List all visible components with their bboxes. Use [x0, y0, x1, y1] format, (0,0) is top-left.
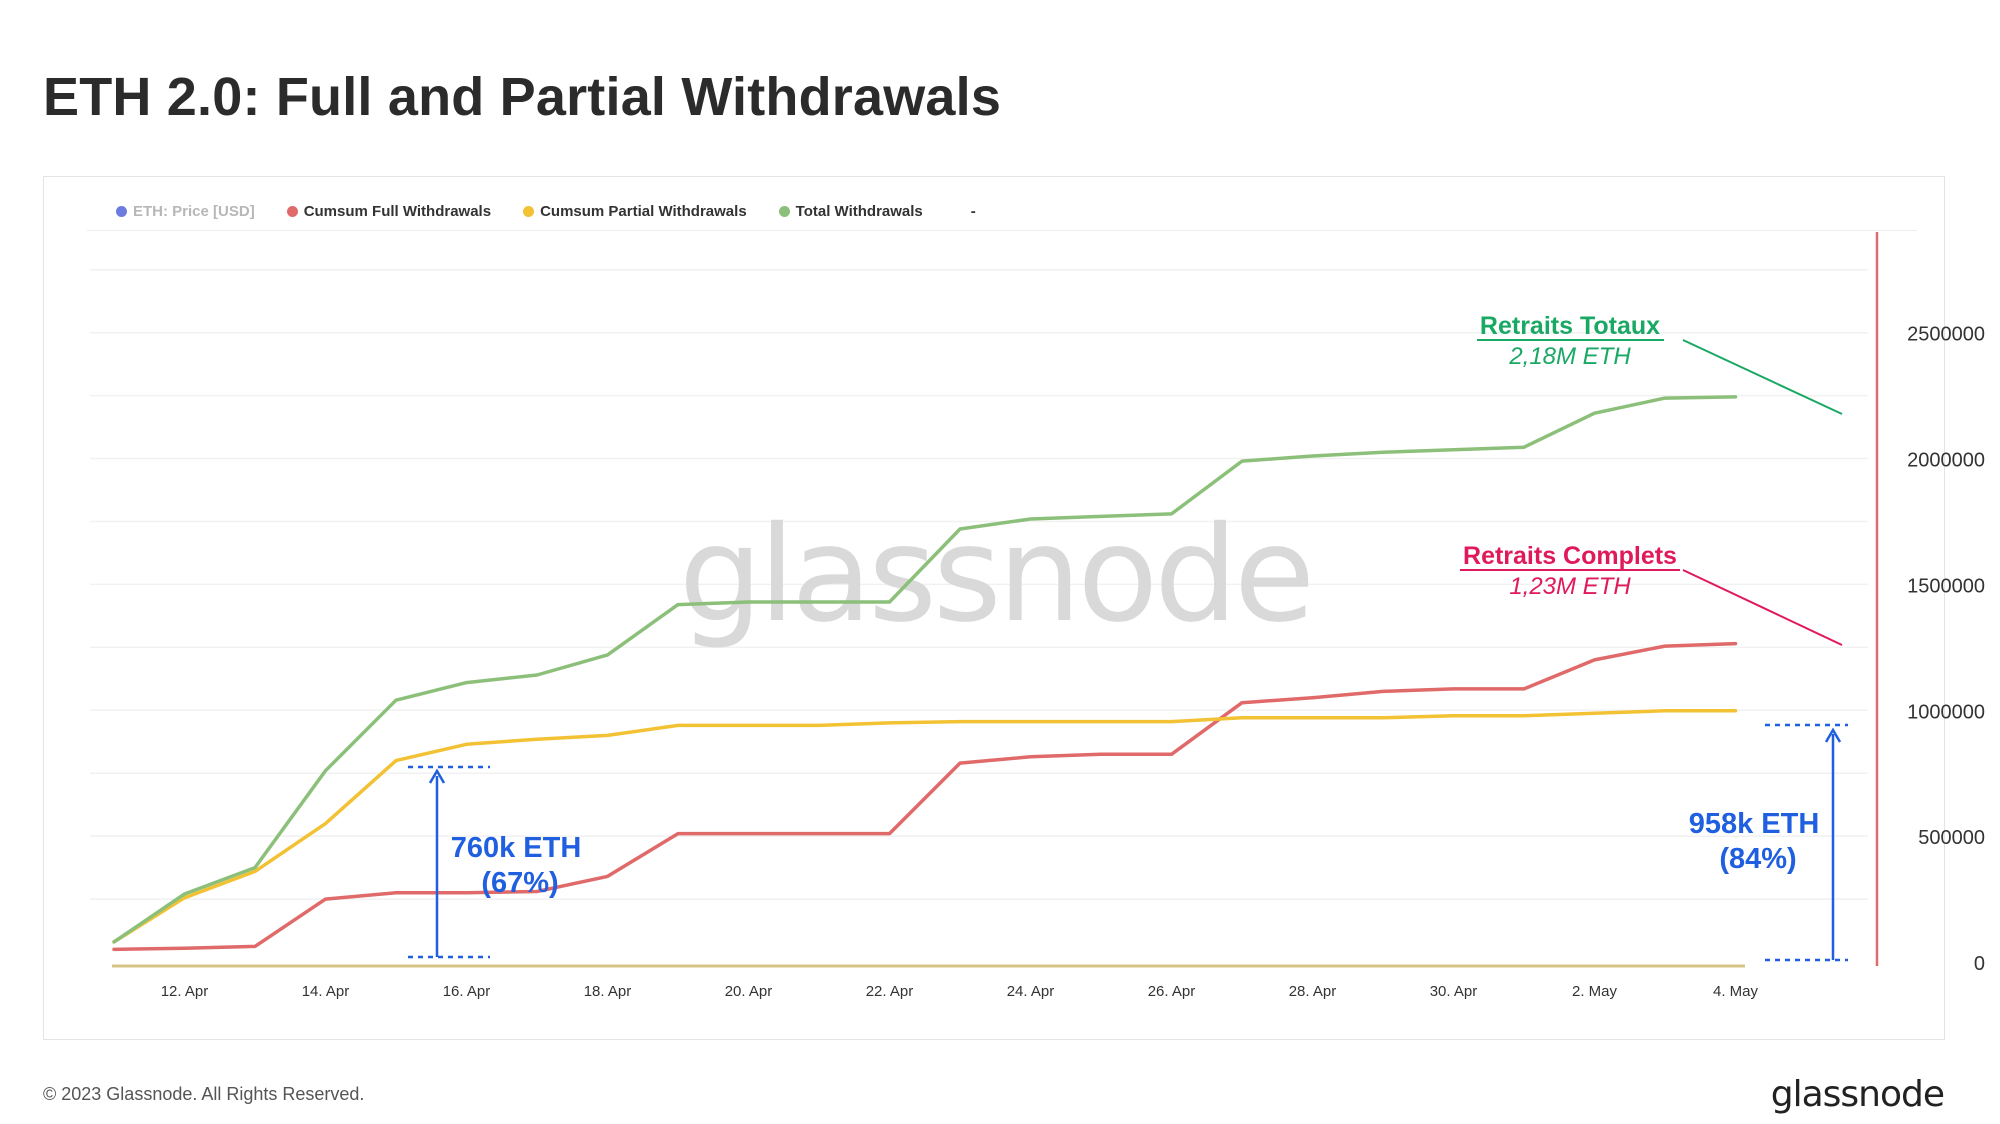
series-line-total-withdrawals[interactable]	[112, 395, 1738, 944]
y-tick-label: 0	[1974, 953, 1985, 975]
grid-layer	[90, 269, 1868, 900]
x-tick-label: 20. Apr	[725, 983, 773, 1000]
legend-divider	[87, 230, 1917, 231]
partial-early-label-line1: 760k ETH	[451, 832, 582, 864]
x-tick-label: 22. Apr	[866, 983, 914, 1000]
full-callout-pointer	[1682, 569, 1843, 646]
legend-dot-partial-withdrawals-icon	[523, 205, 535, 217]
legend-dot-eth-price-icon	[116, 205, 127, 217]
full-callout-title: Retraits Complets	[1463, 542, 1677, 570]
total-callout-pointer	[1682, 339, 1843, 415]
x-tick-label: 30. Apr	[1430, 983, 1478, 1000]
partial-early-label-line2: (67%)	[481, 867, 558, 899]
y-tick-label: 2500000	[1907, 324, 1985, 346]
x-tick-label: 24. Apr	[1007, 983, 1055, 1000]
legend-label-total-withdrawals: Total Withdrawals	[795, 202, 923, 220]
legend-item-partial-withdrawals[interactable]: Cumsum Partial Withdrawals	[523, 203, 747, 220]
y-tick-label: 1500000	[1907, 575, 1985, 597]
footer-logo[interactable]: glassnode	[1770, 1074, 1945, 1115]
axis-layer: 0 500000 1000000 1500000 2000000 2500000 12. A…	[161, 232, 1985, 1000]
total-callout-value: 2,18M ETH	[1508, 343, 1631, 370]
legend-label-eth-price: ETH: Price [USD]	[133, 202, 255, 220]
footer-copyright: © 2023 Glassnode. All Rights Reserved.	[43, 1084, 365, 1104]
legend-item-eth-price[interactable]: ETH: Price [USD]	[116, 203, 255, 220]
series-line-cumsum-full-withdrawals[interactable]	[112, 641, 1738, 952]
legend-dot-full-withdrawals-icon	[286, 205, 298, 217]
x-tick-label: 4. May	[1713, 983, 1759, 1000]
legend-label-full-withdrawals: Cumsum Full Withdrawals	[303, 202, 492, 220]
partial-early-arrow-icon	[428, 768, 446, 784]
partial-late-arrow-icon	[1824, 727, 1842, 743]
legend-dot-total-withdrawals-icon	[778, 205, 790, 217]
x-tick-label: 12. Apr	[161, 983, 209, 1000]
legend-extra[interactable]: -	[970, 202, 976, 220]
partial-late-label-line1: 958k ETH	[1689, 808, 1820, 840]
legend-item-total-withdrawals[interactable]: Total Withdrawals	[778, 202, 923, 220]
watermark-text: glassnode	[679, 498, 1311, 652]
total-callout-title: Retraits Totaux	[1480, 312, 1660, 340]
x-tick-label: 16. Apr	[443, 983, 491, 1000]
legend-label-partial-withdrawals: Cumsum Partial Withdrawals	[540, 202, 747, 220]
x-tick-label: 26. Apr	[1148, 983, 1196, 1000]
full-callout-value: 1,23M ETH	[1509, 573, 1631, 600]
x-tick-label: 2. May	[1572, 983, 1618, 1000]
x-tick-label: 18. Apr	[584, 983, 632, 1000]
chart-legend: ETH: Price [USD] Cumsum Full Withdrawals…	[116, 193, 976, 229]
y-tick-label: 500000	[1918, 827, 1985, 849]
legend-item-full-withdrawals[interactable]: Cumsum Full Withdrawals	[286, 202, 492, 220]
y-tick-label: 2000000	[1907, 450, 1985, 472]
partial-late-label-line2: (84%)	[1719, 843, 1796, 875]
x-tick-label: 28. Apr	[1289, 983, 1337, 1000]
series-line-cumsum-partial-withdrawals[interactable]	[112, 709, 1738, 944]
y-tick-label: 1000000	[1907, 701, 1985, 723]
annotation-layer: Retraits Totaux 2,18M ETH Retraits Compl…	[408, 312, 1848, 962]
x-tick-label: 14. Apr	[302, 983, 350, 1000]
page-title: ETH 2.0: Full and Partial Withdrawals	[43, 67, 1002, 127]
series-layer	[112, 395, 1745, 968]
